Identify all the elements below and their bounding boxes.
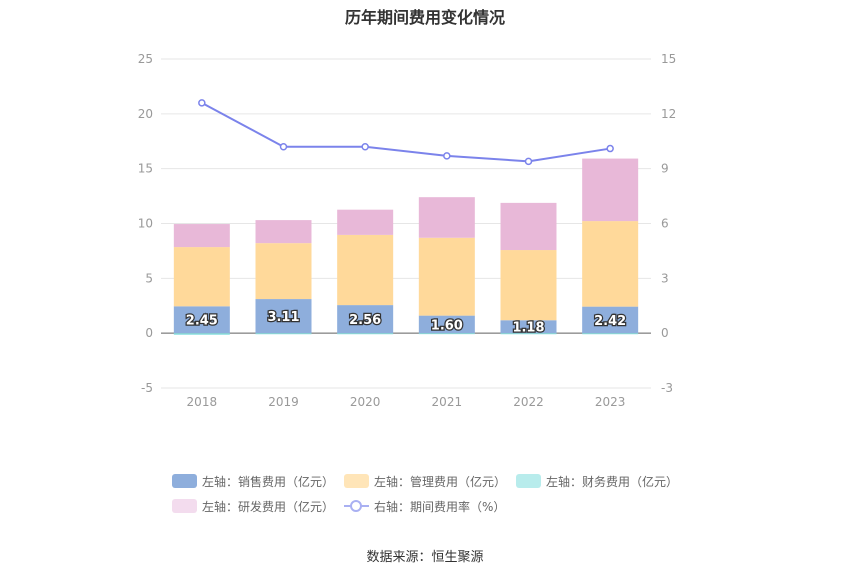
left-axis-tick-label: 5 (145, 271, 153, 285)
left-axis-tick-label: 10 (138, 217, 153, 231)
legend-item-finance[interactable]: 左轴：财务费用（亿元） (516, 472, 678, 490)
expense-rate-point (524, 157, 533, 166)
bar-segment (337, 209, 394, 235)
data-label: 3.11 (267, 310, 299, 325)
legend-swatch-expense-rate (344, 499, 369, 513)
bar-segment (255, 220, 312, 244)
bar-segment (418, 333, 475, 335)
bar-segment (255, 333, 312, 335)
x-axis-tick-label: 2022 (513, 395, 544, 409)
bar-segment (173, 247, 230, 307)
legend-item-admin[interactable]: 左轴：管理费用（亿元） (344, 472, 506, 490)
right-axis-tick-label: 0 (661, 326, 669, 340)
bar-segment (337, 305, 394, 334)
x-axis-tick-label: 2020 (350, 395, 381, 409)
bar-segment (500, 202, 557, 251)
bar-segment (418, 315, 475, 334)
bar-segment (582, 158, 639, 222)
bar-segment (255, 299, 312, 334)
data-label: 1.60 (431, 318, 463, 333)
bar-segment (500, 320, 557, 334)
data-label: 2.56 (349, 313, 381, 328)
data-label: 2.45 (186, 314, 218, 329)
legend-label-expense-rate: 右轴：期间费用率（%） (374, 499, 506, 514)
legend-item-expense-rate[interactable]: 右轴：期间费用率（%） (344, 497, 505, 515)
data-label: 2.42 (594, 314, 626, 329)
bar-segment (582, 221, 639, 307)
legend-item-sales[interactable]: 左轴：销售费用（亿元） (172, 472, 334, 490)
expense-rate-point (443, 152, 451, 160)
bar-segment (582, 333, 639, 335)
chart-canvas: -5 0 5 10 15 20 25 -3 0 3 6 9 12 15 2018 2019 2020 2021 20… (138, 52, 677, 409)
legend-swatch-admin (344, 474, 369, 488)
right-axis-tick-label: 3 (661, 271, 669, 285)
bar-segment (500, 333, 557, 335)
left-axis-tick-label: 20 (138, 107, 153, 121)
x-axis-tick-label: 2018 (187, 395, 218, 409)
expense-rate-point (198, 99, 206, 107)
legend-swatch-sales (172, 474, 197, 488)
right-axis-tick-label: 12 (661, 107, 676, 121)
legend-label-finance: 左轴：财务费用（亿元） (546, 474, 679, 489)
bar-segment (582, 306, 639, 334)
legend-swatch-rd (172, 499, 197, 513)
chart-title: 历年期间费用变化情况 (344, 8, 505, 27)
expense-rate-line (201, 101, 611, 163)
left-axis-tick-label: 25 (138, 52, 153, 66)
bar-segment (418, 197, 475, 238)
x-axis-tick-label: 2023 (595, 395, 626, 409)
legend-label-rd: 左轴：研发费用（亿元） (202, 499, 335, 514)
left-axis-tick-label: 0 (145, 326, 153, 340)
left-axis-tick-label: -5 (141, 381, 153, 395)
expense-rate-point (279, 142, 288, 151)
bar-segment (255, 243, 312, 300)
bar-segment (500, 250, 557, 321)
bar-segment (173, 306, 230, 334)
data-source: 数据来源：恒生聚源 (366, 550, 484, 565)
x-axis-tick-label: 2021 (432, 395, 463, 409)
legend-label-admin: 左轴：管理费用（亿元） (374, 474, 507, 489)
x-axis-tick-label: 2019 (268, 395, 299, 409)
legend-swatch-finance (516, 474, 541, 488)
bar-segment (337, 234, 394, 306)
expense-rate-point (606, 144, 614, 153)
data-label: 1.18 (512, 321, 544, 336)
expense-rate-point (361, 142, 369, 151)
left-axis-tick-label: 15 (138, 162, 153, 176)
bar-segment (173, 333, 230, 335)
right-axis-tick-label: 6 (661, 217, 669, 231)
right-axis-tick-label: 9 (661, 162, 669, 176)
legend-label-sales: 左轴：销售费用（亿元） (202, 474, 335, 489)
right-axis-tick-label: 15 (661, 52, 676, 66)
bar-segment (173, 224, 230, 248)
legend-item-rd[interactable]: 左轴：研发费用（亿元） (172, 497, 334, 515)
bar-segment (337, 333, 394, 335)
right-axis-tick-label: -3 (661, 381, 673, 395)
bar-segment (418, 237, 475, 316)
